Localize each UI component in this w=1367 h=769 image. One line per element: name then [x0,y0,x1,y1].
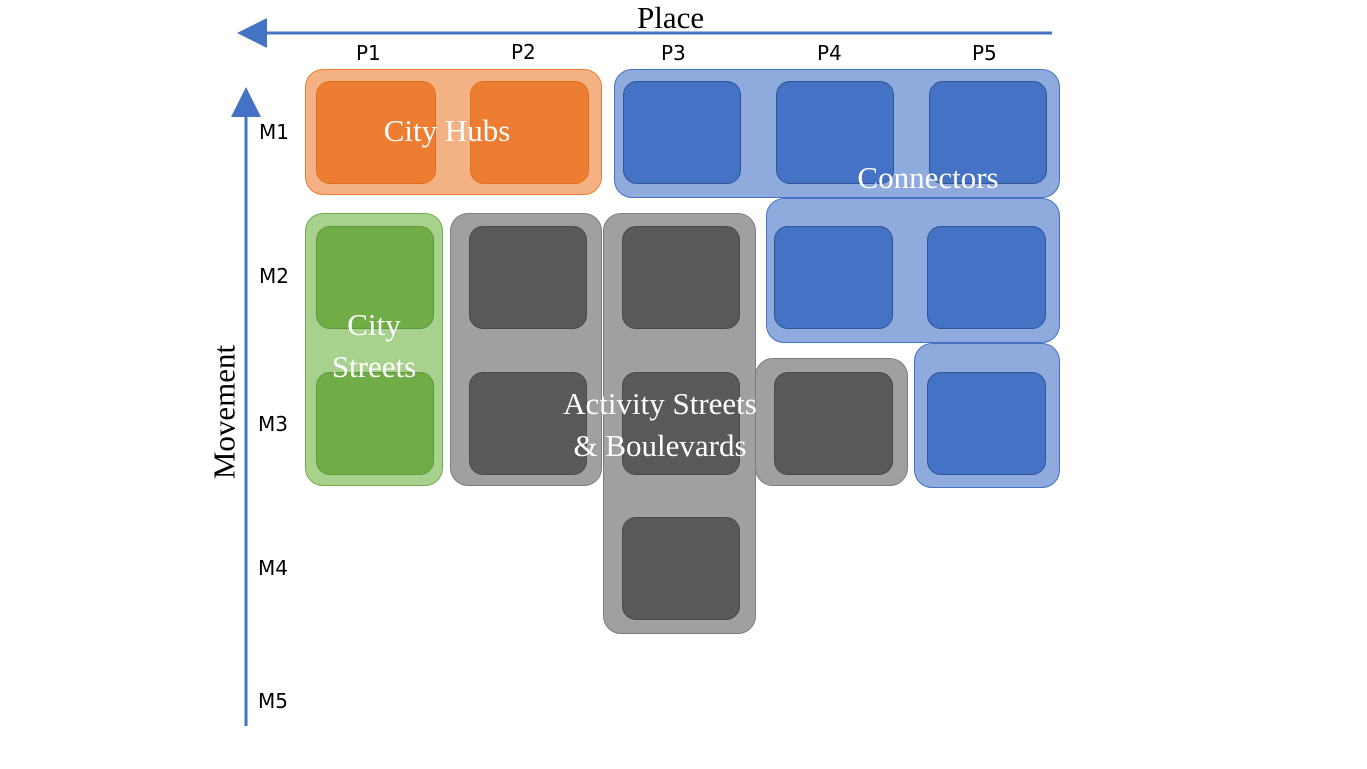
cell-m1-p1 [316,81,436,184]
cell-m1-p3 [623,81,741,184]
x-tick-p1: P1 [356,41,381,65]
cell-m2-p3 [622,226,740,329]
city-streets-label-line2: Streets [331,349,417,384]
cell-m1-p5 [929,81,1047,184]
cell-m2-p1 [316,226,434,329]
y-tick-m2: M2 [259,264,289,288]
cell-m2-p4 [774,226,893,329]
y-tick-m1: M1 [259,120,289,144]
y-tick-m4: M4 [258,556,288,580]
connectors-label: Connectors [857,160,999,195]
x-tick-p4: P4 [817,41,842,65]
movement-axis-title: Movement [206,344,242,480]
place-axis-title: Place [637,0,705,35]
cell-m1-p2 [470,81,589,184]
cell-m3-p4 [774,372,893,475]
x-tick-p3: P3 [661,41,686,65]
x-tick-p5: P5 [972,41,997,65]
cell-m2-p2 [469,226,587,329]
x-tick-p2: P2 [511,40,536,64]
cell-m3-p1 [316,372,434,475]
cell-m2-p5 [927,226,1046,329]
cell-m4-p3 [622,517,740,620]
cell-m3-p3 [622,372,740,475]
y-tick-m5: M5 [258,689,288,713]
y-tick-m3: M3 [258,412,288,436]
activity-streets-label-line1: Activity Streets [563,386,757,421]
activity-streets-label-line2: & Boulevards [573,428,747,463]
cell-m1-p4 [776,81,894,184]
city-hubs-label: City Hubs [383,113,511,148]
cell-m3-p5 [927,372,1046,475]
cell-m3-p2 [469,372,587,475]
city-streets-label-line1: City [347,307,401,342]
